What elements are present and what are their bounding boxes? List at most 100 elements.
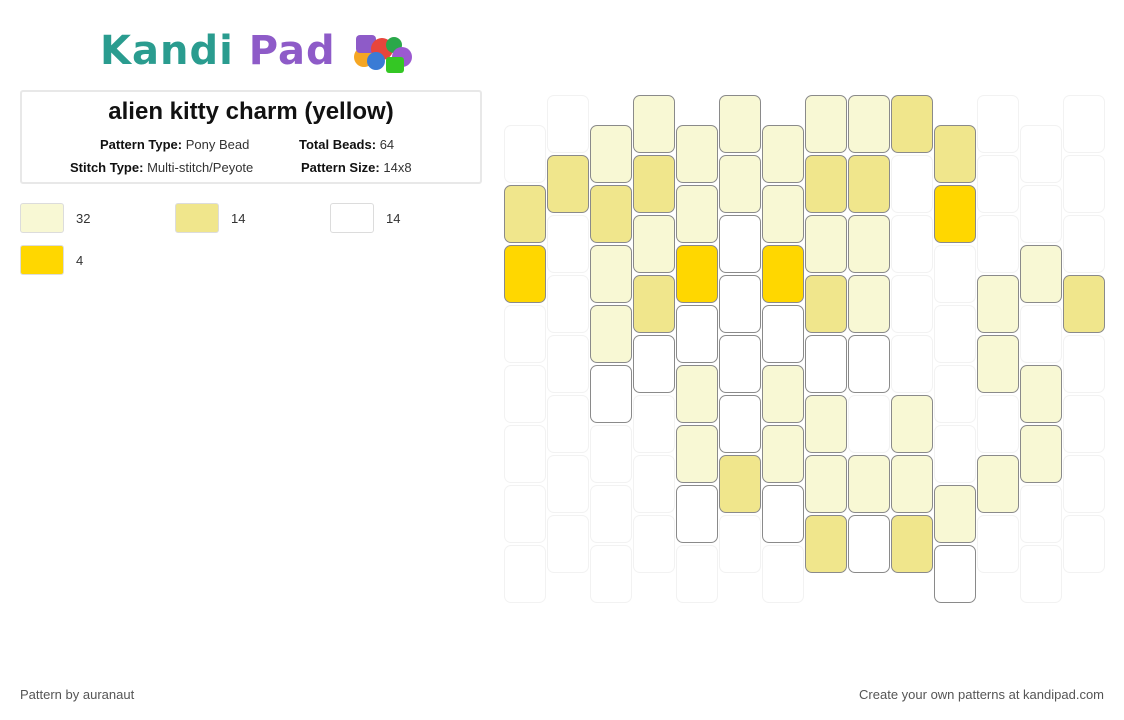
empty-bead-slot xyxy=(547,455,589,513)
bead xyxy=(590,245,632,303)
empty-bead-slot xyxy=(504,485,546,543)
bead xyxy=(805,95,847,153)
total-beads-value: 64 xyxy=(379,137,395,152)
bead xyxy=(977,455,1019,513)
bead xyxy=(676,365,718,423)
empty-bead-slot xyxy=(934,425,976,483)
empty-bead-slot xyxy=(977,215,1019,273)
bead xyxy=(719,395,761,453)
empty-bead-slot xyxy=(1063,155,1105,213)
bead xyxy=(504,245,546,303)
bead xyxy=(848,95,890,153)
bead xyxy=(719,215,761,273)
empty-bead-slot xyxy=(848,395,890,453)
bead xyxy=(1020,425,1062,483)
bead xyxy=(633,275,675,333)
empty-bead-slot xyxy=(934,365,976,423)
stitch-type-value: Multi-stitch/Peyote xyxy=(147,160,254,175)
empty-bead-slot xyxy=(1020,305,1062,363)
empty-bead-slot xyxy=(891,215,933,273)
empty-bead-slot xyxy=(633,395,675,453)
legend-count: 14 xyxy=(386,210,401,226)
empty-bead-slot xyxy=(1063,455,1105,513)
empty-bead-slot xyxy=(590,485,632,543)
bead xyxy=(676,425,718,483)
empty-bead-slot xyxy=(590,545,632,603)
pattern-info-card: alien kitty charm (yellow) Pattern Type:… xyxy=(20,90,482,184)
legend-item-white: 14 xyxy=(330,203,400,233)
bead xyxy=(1020,245,1062,303)
empty-bead-slot xyxy=(977,395,1019,453)
bead xyxy=(676,305,718,363)
bead xyxy=(848,515,890,573)
stitch-type-label: Stitch Type: xyxy=(70,160,144,175)
bead xyxy=(891,515,933,573)
empty-bead-slot xyxy=(504,545,546,603)
legend-count: 14 xyxy=(231,210,246,226)
pattern-size: Pattern Size: 14x8 xyxy=(301,160,412,175)
bead xyxy=(719,455,761,513)
color-swatch xyxy=(20,245,64,275)
legend-item-khaki: 14 xyxy=(175,203,245,233)
bead xyxy=(676,125,718,183)
bead xyxy=(891,395,933,453)
logo-word-kandi: Kandi xyxy=(100,28,234,74)
stitch-type: Stitch Type: Multi-stitch/Peyote xyxy=(70,160,253,175)
kandipad-logo[interactable]: Kandi Pad xyxy=(100,26,420,76)
color-swatch xyxy=(20,203,64,233)
bead xyxy=(934,125,976,183)
empty-bead-slot xyxy=(633,515,675,573)
pattern-title: alien kitty charm (yellow) xyxy=(108,98,394,125)
total-beads: Total Beads: 64 xyxy=(299,137,394,152)
empty-bead-slot xyxy=(1020,185,1062,243)
bead xyxy=(762,365,804,423)
pattern-type-label: Pattern Type: xyxy=(100,137,183,152)
bead xyxy=(504,185,546,243)
empty-bead-slot xyxy=(977,155,1019,213)
bead xyxy=(934,485,976,543)
bead xyxy=(762,185,804,243)
bead xyxy=(1020,365,1062,423)
color-swatch xyxy=(330,203,374,233)
legend-item-pale-yellow: 32 xyxy=(20,203,90,233)
empty-bead-slot xyxy=(1063,515,1105,573)
empty-bead-slot xyxy=(891,275,933,333)
pattern-author[interactable]: Pattern by auranaut xyxy=(20,687,135,702)
empty-bead-slot xyxy=(547,335,589,393)
empty-bead-slot xyxy=(762,545,804,603)
bead xyxy=(762,305,804,363)
bead xyxy=(633,215,675,273)
bead xyxy=(590,125,632,183)
empty-bead-slot xyxy=(504,305,546,363)
bead xyxy=(805,515,847,573)
bead xyxy=(762,425,804,483)
bead xyxy=(805,215,847,273)
bead xyxy=(891,455,933,513)
bead xyxy=(547,155,589,213)
empty-bead-slot xyxy=(977,95,1019,153)
bead xyxy=(633,335,675,393)
empty-bead-slot xyxy=(547,95,589,153)
bead xyxy=(848,275,890,333)
empty-bead-slot xyxy=(547,395,589,453)
bead xyxy=(633,95,675,153)
bead xyxy=(762,245,804,303)
color-swatch xyxy=(175,203,219,233)
bead xyxy=(848,335,890,393)
kandipad-link[interactable]: Create your own patterns at kandipad.com xyxy=(859,687,1104,702)
bead xyxy=(719,275,761,333)
empty-bead-slot xyxy=(547,515,589,573)
legend-count: 4 xyxy=(76,252,84,268)
bead xyxy=(762,125,804,183)
bead xyxy=(891,95,933,153)
legend-item-gold: 4 xyxy=(20,245,83,275)
empty-bead-slot xyxy=(977,515,1019,573)
total-beads-label: Total Beads: xyxy=(299,137,377,152)
empty-bead-slot xyxy=(633,455,675,513)
bead xyxy=(805,335,847,393)
bead xyxy=(590,305,632,363)
bead xyxy=(590,365,632,423)
bead xyxy=(590,185,632,243)
bead xyxy=(805,395,847,453)
